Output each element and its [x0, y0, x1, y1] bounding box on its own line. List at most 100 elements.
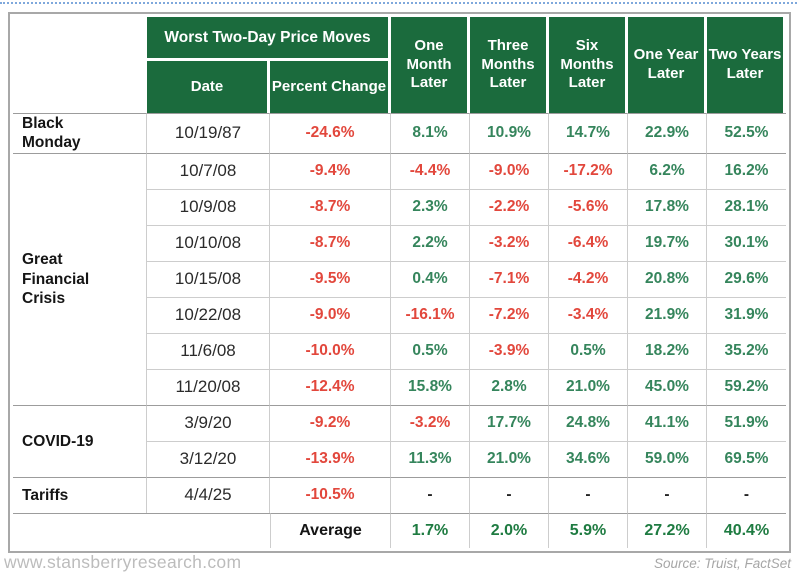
date-cell: 11/20/08 — [147, 368, 270, 405]
value-cell: 18.2% — [628, 332, 707, 369]
average-row-spacer — [13, 512, 270, 548]
average-value-six-months: 5.9% — [549, 512, 628, 548]
date-cell: 3/12/20 — [147, 440, 270, 477]
date-cell: 3/9/20 — [147, 404, 270, 441]
average-value-two-years: 40.4% — [707, 512, 786, 548]
event-label: COVID-19 — [13, 404, 147, 477]
value-cell: - — [628, 476, 707, 513]
value-cell: - — [470, 476, 549, 513]
value-cell: 59.0% — [628, 440, 707, 477]
footer-website-url: www.stansberryresearch.com — [4, 552, 242, 572]
table-row: 10/22/08 -9.0% -16.1% -7.2% -3.4% 21.9% … — [13, 296, 786, 333]
average-row: Average 1.7% 2.0% 5.9% 27.2% 40.4% — [13, 512, 786, 548]
value-cell: 6.2% — [628, 152, 707, 189]
date-cell: 10/10/08 — [147, 224, 270, 261]
event-label: Black Monday — [13, 113, 147, 153]
value-cell: -10.5% — [270, 476, 391, 513]
value-cell: 2.3% — [391, 188, 470, 225]
table-row: COVID-19 3/9/20 -9.2% -3.2% 17.7% 24.8% 4… — [13, 404, 786, 477]
value-cell: 29.6% — [707, 260, 786, 297]
value-cell: 2.2% — [391, 224, 470, 261]
value-cell: 20.8% — [628, 260, 707, 297]
value-cell: 0.4% — [391, 260, 470, 297]
value-cell: 10.9% — [470, 113, 549, 153]
date-cell: 4/4/25 — [147, 476, 270, 513]
price-moves-table-container: Worst Two-Day Price Moves One Month Late… — [8, 12, 791, 553]
value-cell: -13.9% — [270, 440, 391, 477]
column-header-one-month: One Month Later — [391, 17, 470, 113]
column-header-date: Date — [147, 61, 270, 113]
value-cell: 19.7% — [628, 224, 707, 261]
table-title: Worst Two-Day Price Moves — [147, 17, 391, 61]
value-cell: -5.6% — [549, 188, 628, 225]
date-cell: 10/15/08 — [147, 260, 270, 297]
value-cell: 15.8% — [391, 368, 470, 405]
event-label: Tariffs — [13, 476, 147, 513]
value-cell: 28.1% — [707, 188, 786, 225]
average-label: Average — [270, 512, 391, 548]
value-cell: -9.0% — [270, 296, 391, 333]
value-cell: -9.5% — [270, 260, 391, 297]
table-row: 10/10/08 -8.7% 2.2% -3.2% -6.4% 19.7% 30… — [13, 224, 786, 261]
value-cell: -10.0% — [270, 332, 391, 369]
value-cell: 59.2% — [707, 368, 786, 405]
table-row: Great Financial Crisis 10/7/08 -9.4% -4.4… — [13, 152, 786, 405]
value-cell: 41.1% — [628, 404, 707, 441]
value-cell: -12.4% — [270, 368, 391, 405]
value-cell: -17.2% — [549, 152, 628, 189]
header-row-sub: Date Percent Change — [13, 61, 786, 113]
table-row: 3/12/20 -13.9% 11.3% 21.0% 34.6% 59.0% 6… — [13, 440, 786, 477]
value-cell: 11.3% — [391, 440, 470, 477]
value-cell: -3.2% — [391, 404, 470, 441]
table-row: 11/6/08 -10.0% 0.5% -3.9% 0.5% 18.2% 35.… — [13, 332, 786, 369]
table-row: 11/20/08 -12.4% 15.8% 2.8% 21.0% 45.0% 5… — [13, 368, 786, 405]
value-cell: 17.8% — [628, 188, 707, 225]
value-cell: - — [549, 476, 628, 513]
value-cell: -9.0% — [470, 152, 549, 189]
header-row-top: Worst Two-Day Price Moves One Month Late… — [13, 17, 786, 113]
table-body: Black Monday 10/19/87 -24.6% 8.1% 10.9% 1… — [13, 113, 786, 513]
value-cell: -16.1% — [391, 296, 470, 333]
column-header-one-year: One Year Later — [628, 17, 707, 113]
value-cell: -4.2% — [549, 260, 628, 297]
value-cell: 16.2% — [707, 152, 786, 189]
date-cell: 10/9/08 — [147, 188, 270, 225]
value-cell: 69.5% — [707, 440, 786, 477]
date-cell: 10/7/08 — [147, 152, 270, 189]
value-cell: 51.9% — [707, 404, 786, 441]
column-header-two-years: Two Years Later — [707, 17, 786, 113]
value-cell: 21.0% — [549, 368, 628, 405]
value-cell: 45.0% — [628, 368, 707, 405]
event-label: Great Financial Crisis — [13, 152, 147, 405]
value-cell: 14.7% — [549, 113, 628, 153]
value-cell: -3.2% — [470, 224, 549, 261]
value-cell: 52.5% — [707, 113, 786, 153]
column-header-six-months: Six Months Later — [549, 17, 628, 113]
table-row: 10/9/08 -8.7% 2.3% -2.2% -5.6% 17.8% 28.… — [13, 188, 786, 225]
column-header-percent-change: Percent Change — [270, 61, 391, 113]
value-cell: - — [707, 476, 786, 513]
date-cell: 10/22/08 — [147, 296, 270, 333]
page-footer: www.stansberryresearch.com Source: Truis… — [0, 552, 791, 573]
table-row: Tariffs 4/4/25 -10.5% - - - - - — [13, 476, 786, 513]
value-cell: 21.9% — [628, 296, 707, 333]
price-moves-table: Worst Two-Day Price Moves One Month Late… — [13, 17, 786, 548]
value-cell: 35.2% — [707, 332, 786, 369]
column-header-three-months: Three Months Later — [470, 17, 549, 113]
top-dotted-divider — [0, 2, 797, 4]
value-cell: 17.7% — [470, 404, 549, 441]
value-cell: -3.9% — [470, 332, 549, 369]
value-cell: -2.2% — [470, 188, 549, 225]
value-cell: 24.8% — [549, 404, 628, 441]
value-cell: -7.2% — [470, 296, 549, 333]
value-cell: -24.6% — [270, 113, 391, 153]
value-cell: 34.6% — [549, 440, 628, 477]
value-cell: 0.5% — [549, 332, 628, 369]
value-cell: - — [391, 476, 470, 513]
corner-empty-cell — [13, 17, 147, 113]
value-cell: -3.4% — [549, 296, 628, 333]
value-cell: 30.1% — [707, 224, 786, 261]
value-cell: 0.5% — [391, 332, 470, 369]
table-row: 10/15/08 -9.5% 0.4% -7.1% -4.2% 20.8% 29… — [13, 260, 786, 297]
value-cell: -8.7% — [270, 224, 391, 261]
